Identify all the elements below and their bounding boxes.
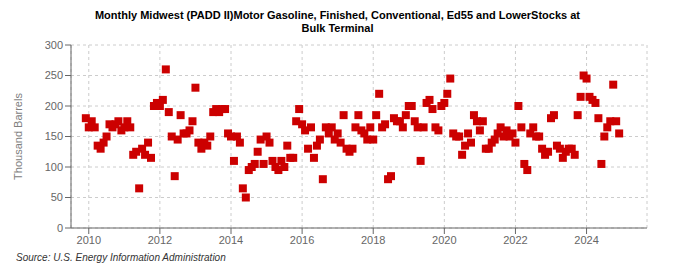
svg-text:100: 100: [45, 161, 63, 173]
html-text:Source: U.S. Energy Informatio: Source: U.S. Energy Information Administ…: [16, 252, 226, 263]
svg-text:250: 250: [45, 69, 63, 81]
svg-text:2020: 2020: [432, 234, 456, 246]
svg-text:2022: 2022: [503, 234, 527, 246]
html-text:Bulk Terminal: Bulk Terminal: [301, 22, 374, 34]
svg-text:50: 50: [51, 191, 63, 203]
svg-text:150: 150: [45, 130, 63, 142]
svg-text:2016: 2016: [290, 234, 314, 246]
svg-text:0: 0: [57, 222, 63, 234]
html-text:Monthly Midwest (PADD II)Motor: Monthly Midwest (PADD II)Motor Gasoline,…: [95, 9, 580, 21]
svg-text:2014: 2014: [219, 234, 243, 246]
svg-text:200: 200: [45, 100, 63, 112]
svg-text:2018: 2018: [361, 234, 385, 246]
svg-text:300: 300: [45, 39, 63, 51]
svg-text:2024: 2024: [574, 234, 598, 246]
svg-text:Thousand Barrels: Thousand Barrels: [12, 93, 24, 180]
svg-text:2012: 2012: [148, 234, 172, 246]
svg-text:2010: 2010: [77, 234, 101, 246]
